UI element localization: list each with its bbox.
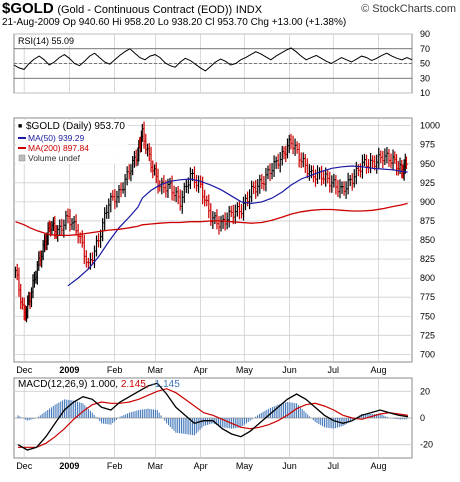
rsi-tick-label: 30: [420, 73, 430, 83]
legend-volume-label: Volume undef: [28, 153, 81, 163]
price-tick-label: 775: [420, 292, 435, 302]
price-tick-label: 700: [420, 349, 435, 359]
macd-month-label: Apr: [194, 461, 208, 471]
brand-label[interactable]: © StockCharts.com: [361, 3, 456, 15]
macd-tick-label: 0: [420, 413, 425, 423]
macd-month-label: Dec: [16, 461, 33, 471]
price-tick-label: 800: [420, 273, 435, 283]
price-title: $GOLD (Daily) 953.70: [26, 121, 125, 132]
price-tick-label: 900: [420, 197, 435, 207]
macd-month-label: Mar: [148, 461, 164, 471]
price-month-label: Jul: [328, 365, 340, 375]
price-tick-label: 975: [420, 140, 435, 150]
rsi-line: [13, 47, 413, 72]
macd-title-value: MACD(12,26,9) 1.000,: [18, 379, 121, 390]
macd-month-label: 2009: [59, 461, 79, 471]
quote-date: 21-Aug-2009: [2, 17, 60, 28]
rsi-tick-label: 90: [420, 29, 430, 39]
quote-close: Cl 953.70: [204, 17, 248, 28]
quote-change: Chg +13.00 (+1.38%): [250, 17, 347, 28]
macd-line: [17, 382, 409, 451]
price-month-label: Dec: [16, 365, 33, 375]
quote-low: Lo 938.20: [157, 17, 203, 28]
macd-month-label: Aug: [370, 461, 386, 471]
price-tick-label: 850: [420, 235, 435, 245]
legend-ma200-label: MA(200) 897.84: [28, 143, 89, 153]
macd-month-label: May: [236, 461, 254, 471]
macd-tick-label: -20: [420, 440, 433, 450]
price-tick-label: 725: [420, 330, 435, 340]
quote-high: Hi 958.20: [112, 17, 155, 28]
macd-month-label: Jul: [328, 461, 340, 471]
price-tick-label: 950: [420, 159, 435, 169]
price-month-label: Apr: [194, 365, 208, 375]
symbol-label: $GOLD: [2, 0, 54, 17]
legend-ma50-label: MA(50) 939.29: [28, 133, 84, 143]
price-tick-label: 1000: [420, 121, 440, 131]
chart-header-title: $GOLD (Gold - Continuous Contract (EOD))…: [2, 0, 262, 17]
macd-signal-line: [18, 388, 409, 448]
price-legend-bg: [16, 120, 128, 164]
instrument-name: (Gold - Continuous Contract (EOD)): [57, 4, 233, 16]
price-month-label: Feb: [107, 365, 123, 375]
macd-title: MACD(12,26,9) 1.000, 2.145, -1.145: [18, 379, 180, 390]
ma50-line: [67, 165, 408, 287]
macd-month-label: Feb: [107, 461, 123, 471]
rsi-title-bg: [16, 35, 106, 46]
price-tick-label: 875: [420, 216, 435, 226]
price-month-label: May: [236, 365, 254, 375]
quote-line: 21-Aug-2009 Op 940.60 Hi 958.20 Lo 938.2…: [2, 17, 346, 28]
rsi-tick-label: 10: [420, 88, 430, 98]
macd-title-hist: -1.145: [151, 379, 180, 390]
price-tick-label: 825: [420, 254, 435, 264]
rsi-tick-label: 50: [420, 59, 430, 69]
rsi-tick-label: 70: [420, 44, 430, 54]
price-month-label: 2009: [59, 365, 79, 375]
rsi-title: RSI(14) 55.09: [18, 36, 74, 46]
ma200-line: [15, 202, 408, 237]
legend-volume-swatch: [18, 154, 26, 162]
price-legend-swatch: ■: [18, 123, 22, 130]
price-month-label: Aug: [370, 365, 386, 375]
price-month-label: Jun: [282, 365, 297, 375]
macd-tick-label: 20: [420, 386, 430, 396]
quote-open: Op 940.60: [62, 17, 110, 28]
price-tick-label: 750: [420, 311, 435, 321]
macd-title-signal: 2.145,: [121, 379, 152, 390]
macd-month-label: Jun: [282, 461, 297, 471]
exchange-label: INDX: [235, 4, 263, 16]
price-tick-label: 925: [420, 178, 435, 188]
price-month-label: Mar: [148, 365, 164, 375]
